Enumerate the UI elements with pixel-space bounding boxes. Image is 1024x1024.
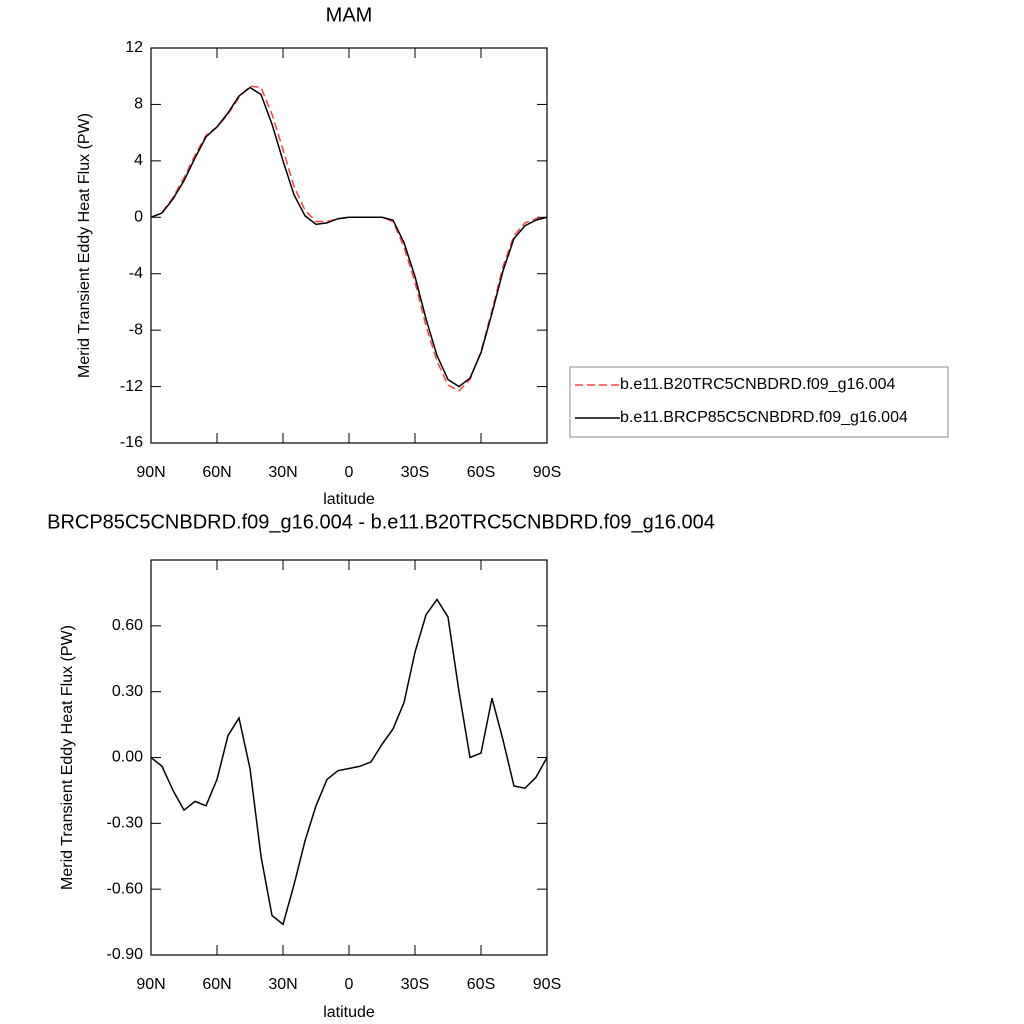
legend-label: b.e11.B20TRC5CNBDRD.f09_g16.004 bbox=[620, 376, 896, 393]
y-axis-label: Merid Transient Eddy Heat Flux (PW) bbox=[59, 625, 76, 890]
data-line bbox=[150, 86, 548, 388]
x-tick-label: 90N bbox=[136, 464, 165, 481]
x-tick-label: 0 bbox=[345, 464, 354, 481]
x-tick-label: 90S bbox=[533, 976, 561, 993]
x-tick-label: 30N bbox=[268, 976, 297, 993]
y-tick-label: 8 bbox=[134, 96, 143, 113]
x-axis-label: latitude bbox=[323, 491, 375, 508]
y-tick-label: -4 bbox=[129, 265, 143, 282]
y-tick-label: -8 bbox=[129, 321, 143, 338]
y-tick-label: 0.60 bbox=[112, 617, 143, 634]
x-tick-label: 30N bbox=[268, 464, 297, 481]
x-tick-label: 30S bbox=[401, 464, 429, 481]
legend-label: b.e11.BRCP85C5CNBDRD.f09_g16.004 bbox=[620, 409, 908, 426]
x-tick-label: 30S bbox=[401, 976, 429, 993]
plot-frame bbox=[150, 47, 548, 444]
x-tick-label: 60S bbox=[467, 976, 495, 993]
x-tick-label: 60N bbox=[202, 976, 231, 993]
x-tick-label: 90S bbox=[533, 464, 561, 481]
chart-title: MAM bbox=[326, 4, 373, 26]
plot-frame bbox=[150, 559, 548, 956]
y-tick-label: -0.60 bbox=[107, 880, 144, 897]
y-tick-label: -0.30 bbox=[107, 815, 144, 832]
y-tick-label: 0 bbox=[134, 209, 143, 226]
y-tick-label: 0.30 bbox=[112, 683, 143, 700]
data-line bbox=[150, 85, 548, 392]
y-tick-label: 4 bbox=[134, 152, 143, 169]
y-axis-label: Merid Transient Eddy Heat Flux (PW) bbox=[76, 113, 93, 378]
y-tick-label: 0.00 bbox=[112, 749, 143, 766]
x-tick-label: 90N bbox=[136, 976, 165, 993]
y-tick-label: -16 bbox=[120, 434, 143, 451]
chart-title: BRCP85C5CNBDRD.f09_g16.004 - b.e11.B20TR… bbox=[47, 511, 715, 533]
y-tick-label: -12 bbox=[120, 378, 143, 395]
x-tick-label: 60N bbox=[202, 464, 231, 481]
x-tick-label: 0 bbox=[345, 976, 354, 993]
y-tick-label: 12 bbox=[125, 39, 143, 56]
x-axis-label: latitude bbox=[323, 1004, 375, 1021]
x-tick-label: 60S bbox=[467, 464, 495, 481]
data-line bbox=[150, 598, 548, 926]
y-tick-label: -0.90 bbox=[107, 946, 144, 963]
legend-box bbox=[569, 366, 949, 438]
